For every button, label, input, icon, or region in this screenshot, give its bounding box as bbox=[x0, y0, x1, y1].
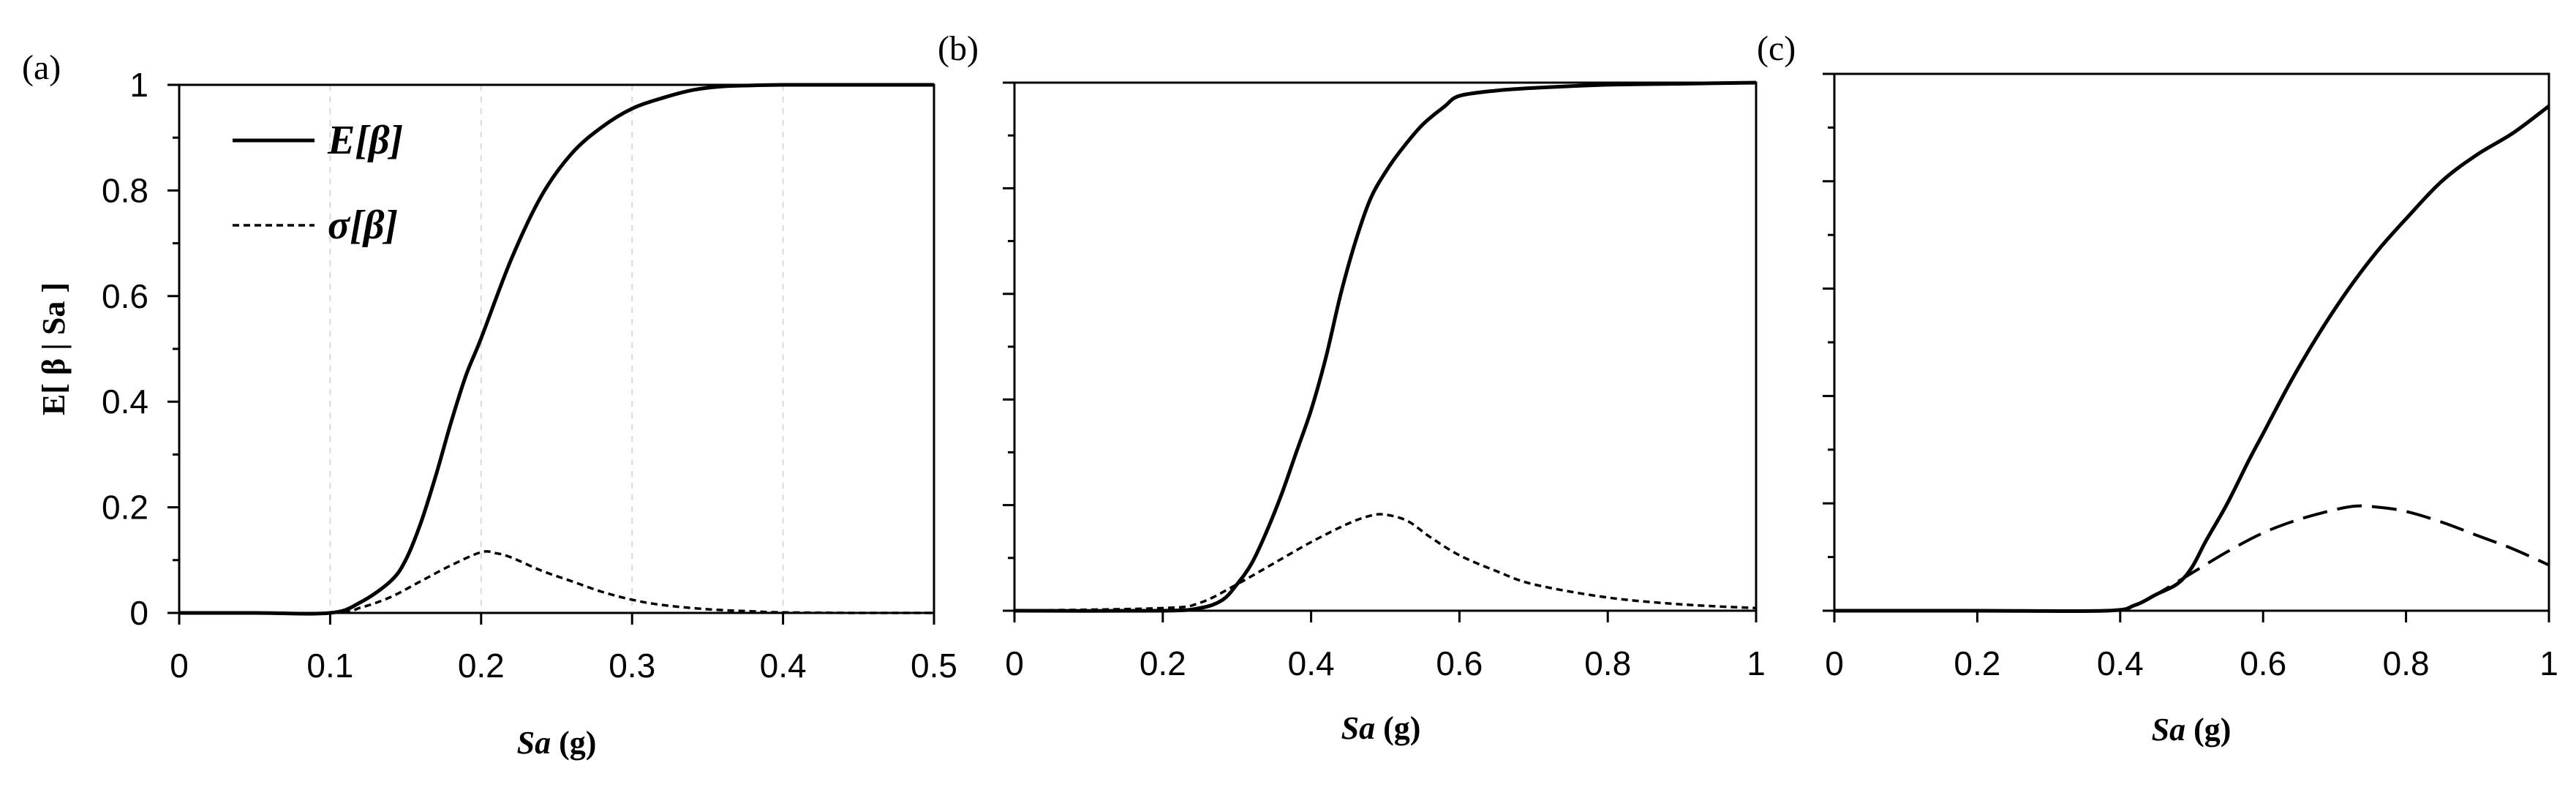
y-tick-label-a-0: 0 bbox=[129, 594, 148, 632]
y-tick-label-a-1: 0.2 bbox=[102, 489, 148, 527]
series-mean-c bbox=[1834, 105, 2550, 614]
x-tick-label-a-0: 0 bbox=[170, 647, 189, 685]
series-mean-b bbox=[1014, 80, 1757, 613]
x-tick-label-c-0: 0 bbox=[1825, 644, 1844, 682]
x-tick-label-b-4: 0.8 bbox=[1584, 644, 1631, 682]
x-tick-label-c-5: 1 bbox=[2539, 644, 2558, 682]
legend-label-std: σ[β] bbox=[328, 203, 398, 248]
y-tick-label-a-2: 0.4 bbox=[102, 383, 148, 421]
x-tick-label-a-3: 0.3 bbox=[609, 647, 655, 685]
x-tick-label-c-1: 0.2 bbox=[1954, 644, 2000, 682]
panel-label-c: (c) bbox=[1757, 29, 1796, 68]
panel-b: (b) 0 0.2 0.4 0.6 0.8 1 Sa (g) bbox=[938, 29, 1766, 746]
legend-label-mean: E[β] bbox=[327, 118, 403, 163]
x-tick-label-a-5: 0.5 bbox=[911, 647, 957, 685]
x-axis-title-c: Sa (g) bbox=[2152, 712, 2232, 748]
series-mean-a bbox=[179, 83, 934, 616]
x-axis-title-b: Sa (g) bbox=[1341, 710, 1421, 746]
x-tick-label-c-2: 0.4 bbox=[2097, 644, 2144, 682]
x-tick-label-a-4: 0.4 bbox=[760, 647, 807, 685]
plot-frame-b bbox=[1013, 81, 1758, 612]
x-tick-label-a-2: 0.2 bbox=[458, 647, 505, 685]
x-tick-label-b-2: 0.4 bbox=[1288, 644, 1335, 682]
y-axis-title-a: E[ β | Sa ] bbox=[36, 282, 72, 415]
x-tick-label-b-1: 0.2 bbox=[1140, 644, 1186, 682]
x-tick-label-b-5: 1 bbox=[1747, 644, 1766, 682]
x-tick-label-b-0: 0 bbox=[1005, 644, 1024, 682]
plot-frame-a bbox=[178, 83, 935, 614]
y-tick-label-a-5: 1 bbox=[129, 66, 148, 104]
x-tick-label-b-3: 0.6 bbox=[1436, 644, 1483, 682]
x-tick-label-c-3: 0.6 bbox=[2240, 644, 2286, 682]
legend-a: E[β] σ[β] bbox=[233, 118, 403, 248]
x-tick-label-a-1: 0.1 bbox=[306, 647, 353, 685]
series-std-a bbox=[178, 550, 935, 615]
panel-label-a: (a) bbox=[22, 48, 61, 87]
y-tick-label-a-3: 0.6 bbox=[102, 277, 148, 315]
plot-frame-c bbox=[1833, 72, 2550, 612]
series-std-c bbox=[1834, 504, 2550, 613]
panel-a: (a) 0 0.1 0.2 0.3 0.4 0.5 0 0.2 0.4 0.6 0.8 1 E[β] … bbox=[22, 48, 957, 761]
panel-label-b: (b) bbox=[938, 29, 979, 68]
panel-c: (c) 0 0.2 0.4 0.6 0.8 1 Sa (g) bbox=[1757, 29, 2558, 748]
x-axis-title-a: Sa (g) bbox=[517, 725, 597, 761]
y-tick-label-a-4: 0.8 bbox=[102, 171, 148, 209]
series-std-b bbox=[1014, 513, 1757, 612]
x-tick-label-c-4: 0.8 bbox=[2383, 644, 2430, 682]
